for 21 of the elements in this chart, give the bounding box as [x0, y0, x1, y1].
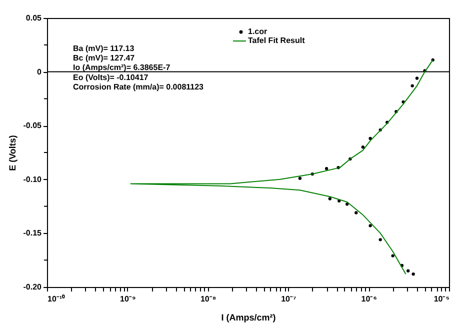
- y-axis-title: E (Volts): [7, 135, 18, 171]
- legend-label: 1.cor: [248, 27, 268, 36]
- annotation: Eo (Volts)= -0.10417: [73, 72, 149, 82]
- y-tick-label: -0.10: [23, 174, 42, 184]
- x-tick-label: 10⁻¹⁰: [48, 294, 66, 304]
- legend-label: Tafel Fit Result: [248, 36, 306, 45]
- y-tick-label: 0.05: [26, 14, 42, 22]
- x-axis-title: I (Amps/cm²): [221, 312, 276, 322]
- annotation: Io (Amps/cm²)= 6.3865E-7: [73, 63, 171, 72]
- y-tick-label: 0: [37, 67, 42, 76]
- y-tick-label: -0.20: [23, 282, 42, 292]
- y-tick-label: -0.05: [23, 121, 42, 130]
- x-tick-label: 10⁻⁶: [361, 294, 378, 304]
- annotation: Corrosion Rate (mm/a)= 0.0081123: [73, 82, 204, 92]
- x-tick-label: 10⁻⁵: [434, 294, 450, 304]
- x-tick-label: 10⁻⁷: [281, 294, 296, 304]
- x-tick-label: 10⁻⁸: [200, 294, 216, 304]
- x-tick-label: 10⁻⁹: [120, 294, 136, 304]
- annotation: Ba (mV)= 117.13: [73, 44, 135, 53]
- annotation: Bc (mV)= 127.47: [73, 54, 136, 63]
- y-tick-label: -0.15: [23, 228, 42, 238]
